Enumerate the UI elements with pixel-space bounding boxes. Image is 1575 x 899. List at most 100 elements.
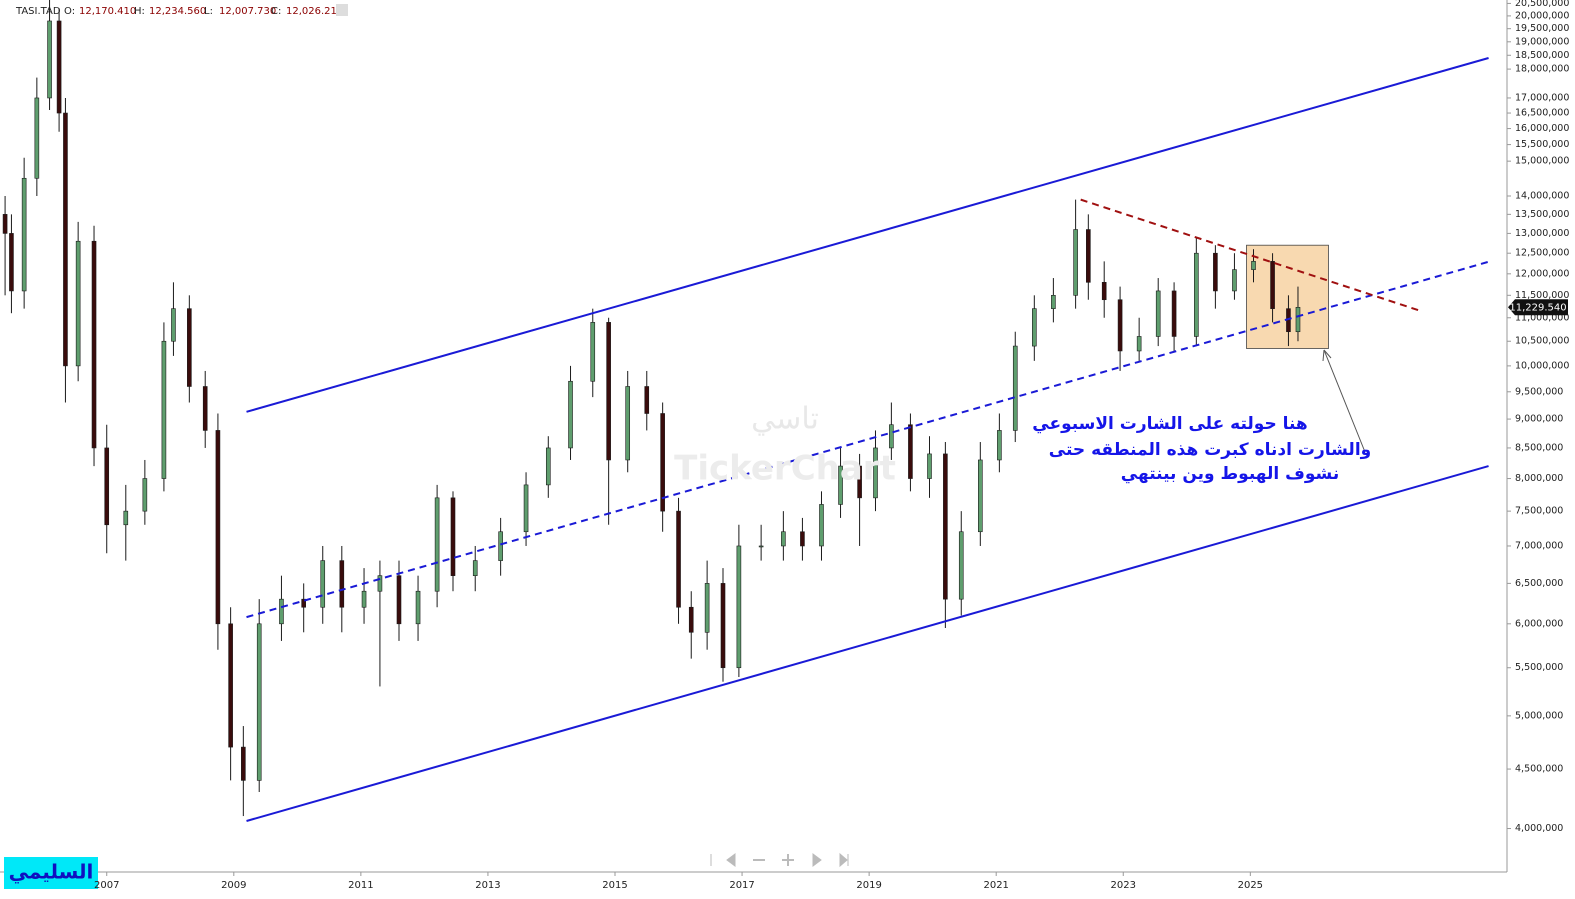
x-tick-label: 2023 <box>1111 880 1136 891</box>
candle-body <box>1232 269 1237 292</box>
candle-body <box>63 112 68 367</box>
y-tick-label: 11,000,000 <box>1515 312 1569 323</box>
y-tick-label: 15,000,000 <box>1515 156 1569 167</box>
candle-body <box>34 97 40 179</box>
candle-body <box>800 531 805 547</box>
candle-body <box>75 240 81 367</box>
candle-body <box>1251 261 1256 270</box>
candle-body <box>377 575 383 592</box>
annotation: هنا حولته على الشارت الاسبوعي <box>1032 414 1307 434</box>
candle-body <box>838 465 843 505</box>
candle-body <box>1155 290 1161 337</box>
y-tick-label: 18,500,000 <box>1515 50 1569 61</box>
ohlc-value: 12,007.730 <box>219 6 276 17</box>
candle-body <box>256 623 262 781</box>
candle-body <box>568 380 573 449</box>
candle-body <box>758 545 764 548</box>
candle-body <box>47 20 52 99</box>
nav-end[interactable] <box>839 852 849 868</box>
candle-body <box>228 623 233 748</box>
price-tag <box>1508 299 1568 316</box>
candle-body <box>339 560 345 608</box>
candle-body <box>320 560 326 608</box>
candle-body <box>908 424 913 479</box>
candle-body <box>279 598 284 625</box>
candle-body <box>21 177 27 292</box>
candle-body <box>1171 290 1177 337</box>
candle-body <box>590 322 596 382</box>
ohlc-label: H: <box>134 6 145 17</box>
x-tick-label: 2019 <box>856 880 881 891</box>
candle-body <box>1194 252 1199 337</box>
x-tick-label: 2013 <box>475 880 500 891</box>
candle-body <box>625 386 631 461</box>
y-tick-label: 15,500,000 <box>1515 139 1569 150</box>
y-tick-label: 20,000,000 <box>1515 10 1569 21</box>
candle-body <box>857 465 862 499</box>
candle-body <box>943 453 948 600</box>
annotation-arrowhead <box>1322 349 1332 362</box>
candle-body <box>606 322 611 461</box>
y-tick-label: 9,500,000 <box>1515 386 1563 397</box>
candle-body <box>1136 336 1142 352</box>
candle-body <box>1270 261 1275 309</box>
candle-body <box>9 233 14 292</box>
y-tick-label: 5,500,000 <box>1515 662 1563 673</box>
candle-body <box>676 510 681 608</box>
candle-body <box>2 214 8 234</box>
candle-body <box>781 531 786 547</box>
y-tick-label: 5,000,000 <box>1515 710 1563 721</box>
candle-body <box>361 590 367 608</box>
nav-right[interactable] <box>812 853 822 867</box>
candle-body <box>889 424 894 449</box>
nav-left[interactable] <box>726 853 736 867</box>
candle-body <box>104 447 110 526</box>
candle-body <box>704 583 710 633</box>
candle-body <box>644 386 650 414</box>
y-tick-label: 19,500,000 <box>1515 23 1569 34</box>
menu-button[interactable] <box>336 4 348 16</box>
y-tick-label: 6,000,000 <box>1515 618 1563 629</box>
candle-body <box>142 478 148 512</box>
badge-background <box>4 857 98 889</box>
candle-body <box>171 308 176 342</box>
trend-line <box>246 57 1489 413</box>
x-tick-label: 2025 <box>1238 880 1263 891</box>
badge: السليمي <box>9 860 94 885</box>
candle-body <box>450 497 456 576</box>
nav-zoom-in[interactable] <box>782 854 794 866</box>
trend-line <box>246 465 1489 822</box>
watermark: تاسي <box>751 402 819 437</box>
candle-body <box>1032 308 1037 347</box>
y-tick-label: 10,000,000 <box>1515 360 1569 371</box>
candle-body <box>523 484 529 533</box>
candle-body <box>202 386 208 431</box>
candle-body <box>545 447 551 486</box>
candle-body <box>660 413 665 512</box>
candle-body <box>187 308 192 387</box>
x-tick-label: 2021 <box>983 880 1008 891</box>
y-tick-label: 13,500,000 <box>1515 209 1569 220</box>
candle-body <box>215 430 221 625</box>
candle-body <box>1295 307 1301 333</box>
y-tick-label: 14,000,000 <box>1515 190 1569 201</box>
y-tick-label: 4,500,000 <box>1515 764 1563 775</box>
candle-body <box>1051 295 1056 309</box>
y-tick-label: 18,000,000 <box>1515 64 1569 75</box>
annotation: والشارت ادناه كبرت هذه المنطقه حتى <box>1049 440 1371 460</box>
candle-body <box>997 430 1002 461</box>
ohlc-label: O: <box>64 6 75 17</box>
candle-body <box>472 560 478 576</box>
zoom-box <box>1246 244 1329 349</box>
y-tick-label: 17,000,000 <box>1515 92 1569 103</box>
candle-body <box>736 545 742 669</box>
candle-body <box>396 575 402 625</box>
nav-bar <box>710 852 849 868</box>
annotation-arrow <box>1323 349 1366 453</box>
y-tick-label: 7,000,000 <box>1515 540 1563 551</box>
candle-body <box>688 606 694 633</box>
plot-area <box>2 0 1489 822</box>
